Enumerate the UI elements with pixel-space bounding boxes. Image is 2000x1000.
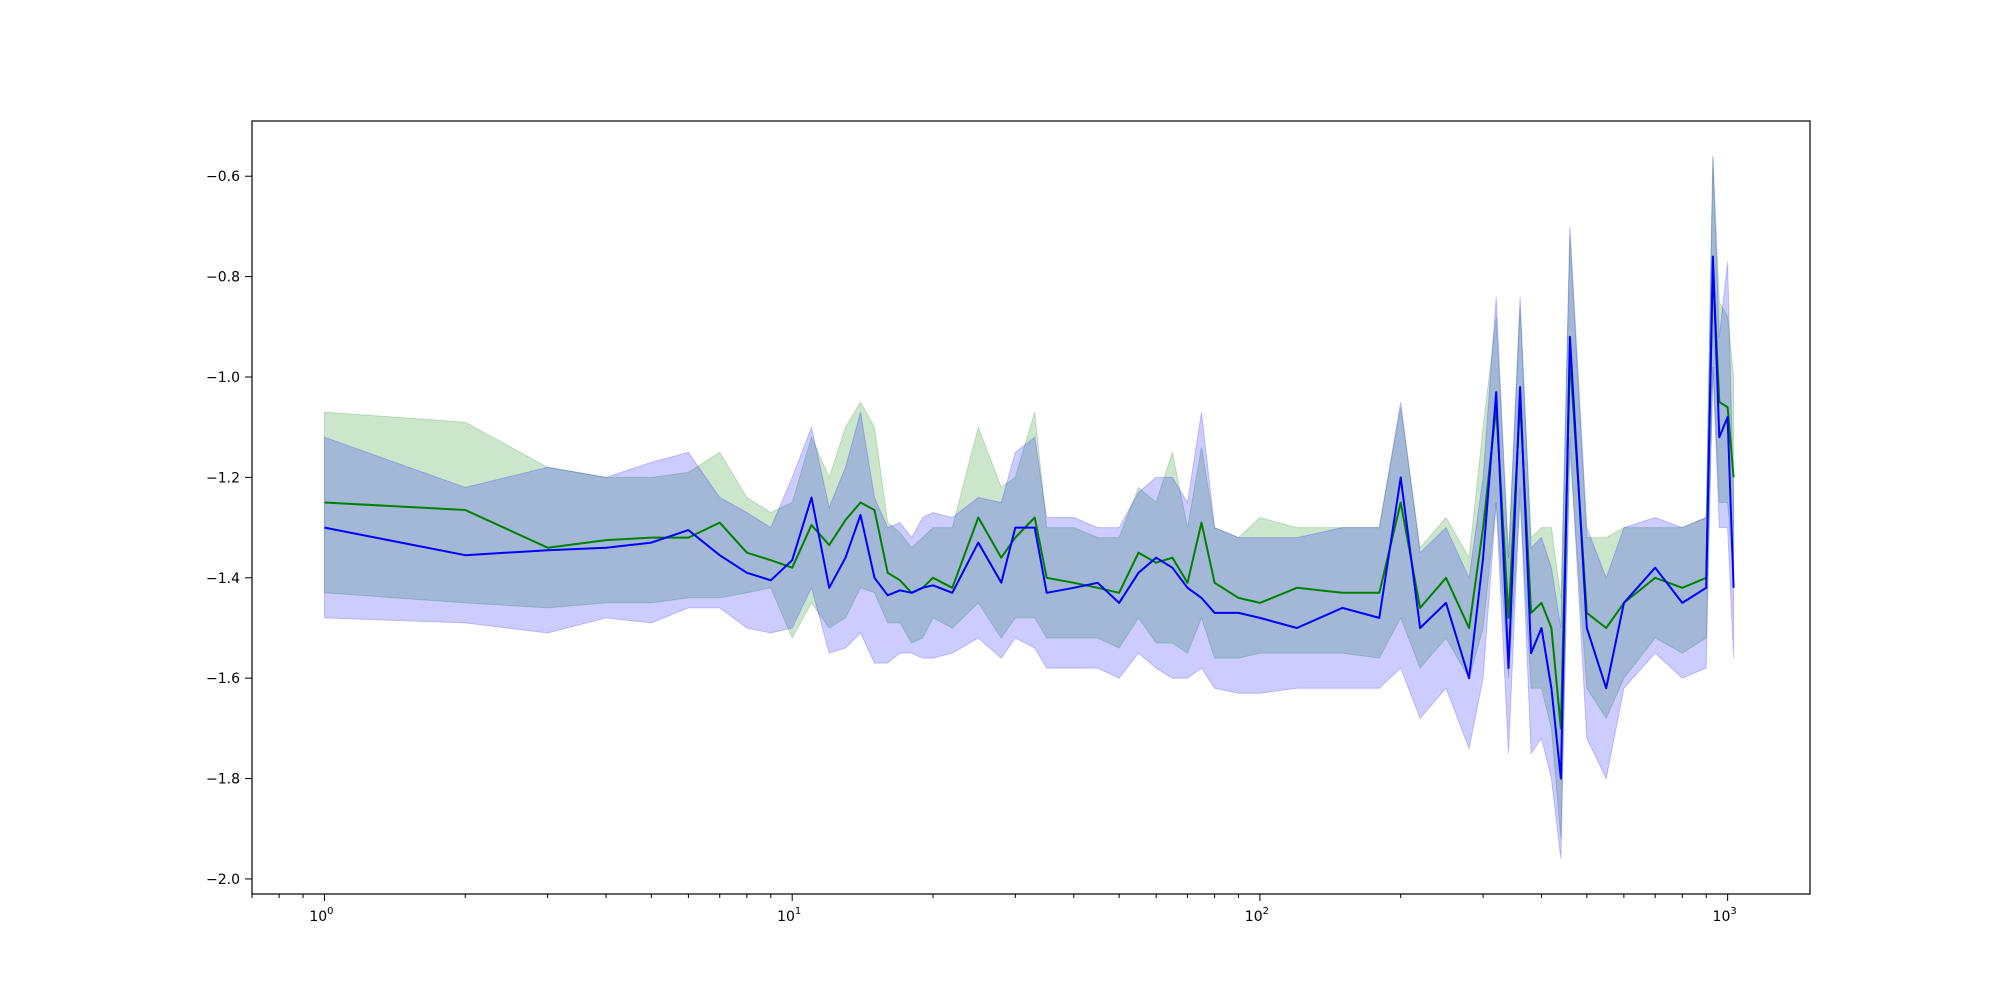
plot-frame: [251, 120, 1811, 895]
x-tick-label: 103: [1713, 906, 1737, 925]
y-axis: −0.6 −0.8 −1.0 −1.2 −1.4 −1.6 −1.8 −2.0: [206, 169, 252, 888]
x-tick-exponent: 2: [1263, 906, 1269, 917]
series-lines: [324, 255, 1735, 780]
x-tick-label: 100: [309, 906, 333, 925]
y-tick-label: −0.8: [206, 270, 240, 286]
x-tick-base: 10: [777, 909, 795, 925]
x-tick-exponent: 0: [327, 906, 333, 917]
y-tick-label: −1.0: [206, 370, 240, 386]
series-2-line: [324, 255, 1735, 780]
y-tick-label: −1.4: [206, 571, 240, 587]
x-tick-base: 10: [309, 909, 327, 925]
y-tick-label: −0.6: [206, 169, 240, 185]
x-tick-label: 101: [777, 906, 801, 925]
x-tick-base: 10: [1713, 909, 1731, 925]
y-tick-label: −1.2: [206, 470, 240, 486]
x-tick-base: 10: [1245, 909, 1263, 925]
y-tick-label: −1.8: [206, 772, 240, 788]
x-axis: 100 101 102 103: [251, 894, 1737, 925]
series-2-band: [324, 156, 1735, 859]
y-tick-label: −2.0: [206, 872, 240, 888]
y-tick-label: −1.6: [206, 671, 240, 687]
x-tick-label: 102: [1245, 906, 1269, 925]
x-tick-exponent: 3: [1730, 906, 1736, 917]
x-tick-exponent: 1: [795, 906, 801, 917]
